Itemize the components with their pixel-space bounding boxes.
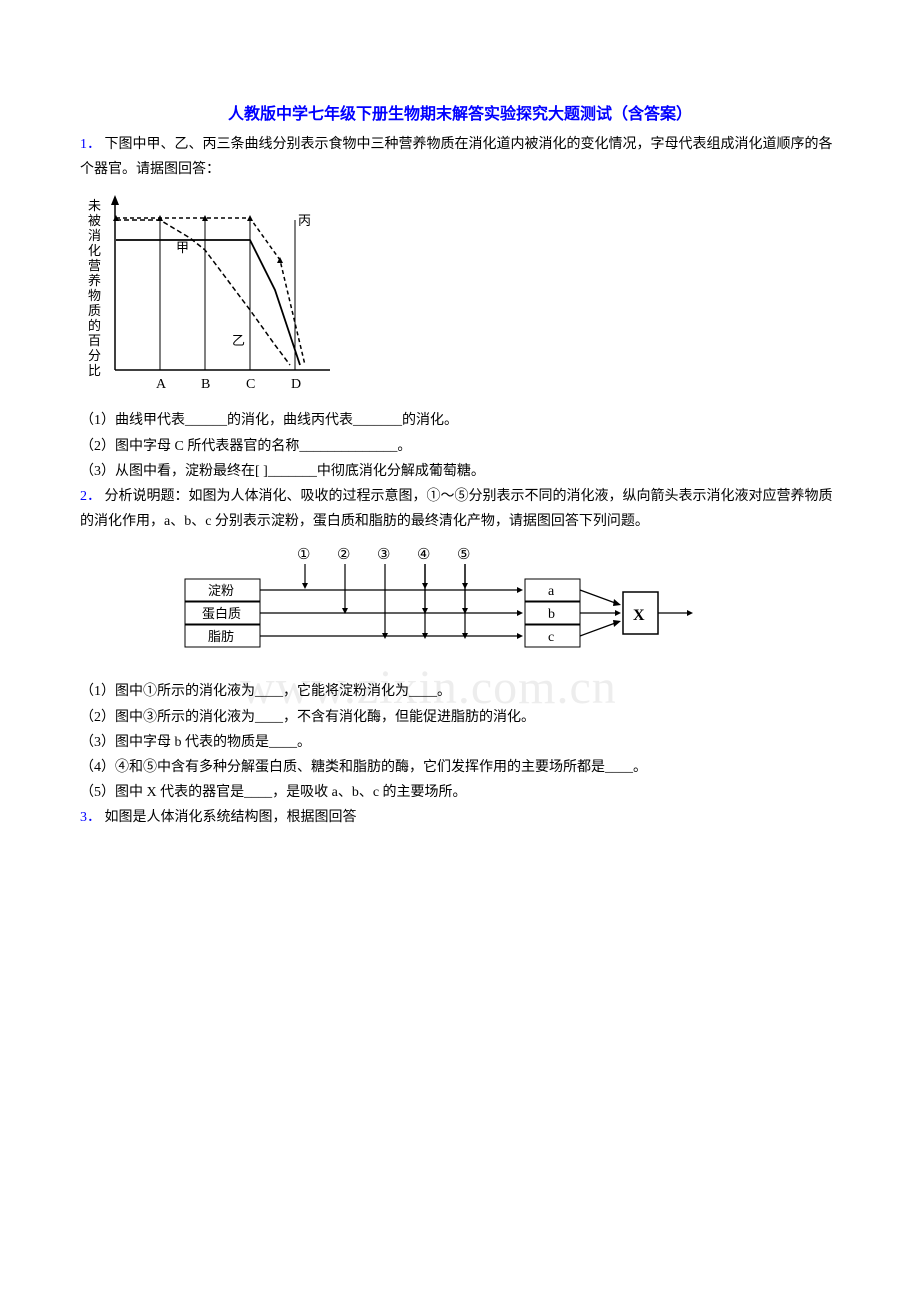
svg-text:④: ④ bbox=[417, 547, 430, 563]
q1-sub2: （2）图中字母 C 所代表器官的名称______________。 bbox=[80, 434, 840, 459]
svg-text:淀粉: 淀粉 bbox=[208, 583, 234, 598]
svg-text:消: 消 bbox=[88, 228, 101, 243]
q2-text: 分析说明题：如图为人体消化、吸收的过程示意图，①～⑤分别表示不同的消化液，纵向箭… bbox=[80, 489, 833, 529]
svg-text:③: ③ bbox=[377, 547, 390, 563]
svg-text:A: A bbox=[156, 377, 167, 392]
question-2: 2． 分析说明题：如图为人体消化、吸收的过程示意图，①～⑤分别表示不同的消化液，… bbox=[80, 484, 840, 534]
q2-number: 2． bbox=[80, 489, 101, 504]
page-title: 人教版中学七年级下册生物期末解答实验探究大题测试（含答案） bbox=[80, 100, 840, 124]
svg-text:①: ① bbox=[297, 547, 310, 563]
svg-text:营: 营 bbox=[88, 258, 101, 273]
q2-sub5: （5）图中 X 代表的器官是____，是吸收 a、b、c 的主要场所。 bbox=[80, 780, 840, 805]
svg-text:b: b bbox=[548, 607, 555, 622]
q1-chart: 未 被 消 化 营 养 物 质 的 百 分 比 A B C D 丙 甲 bbox=[80, 190, 840, 400]
svg-text:分: 分 bbox=[88, 348, 101, 363]
q1-text: 下图中甲、乙、丙三条曲线分别表示食物中三种营养物质在消化道内被消化的变化情况，字… bbox=[80, 137, 833, 177]
q1-sub1: （1）曲线甲代表______的消化，曲线丙代表_______的消化。 bbox=[80, 408, 840, 433]
svg-text:蛋白质: 蛋白质 bbox=[202, 606, 241, 621]
q3-text: 如图是人体消化系统结构图，根据图回答 bbox=[105, 810, 357, 825]
svg-text:②: ② bbox=[337, 547, 350, 563]
question-1: 1． 下图中甲、乙、丙三条曲线分别表示食物中三种营养物质在消化道内被消化的变化情… bbox=[80, 132, 840, 182]
q2-sub3: （3）图中字母 b 代表的物质是____。 bbox=[80, 730, 840, 755]
svg-text:C: C bbox=[246, 377, 255, 392]
svg-text:未: 未 bbox=[88, 198, 101, 213]
svg-text:的: 的 bbox=[88, 318, 101, 333]
svg-text:百: 百 bbox=[88, 333, 101, 348]
svg-text:脂肪: 脂肪 bbox=[208, 629, 234, 644]
q2-sub1: （1）图中①所示的消化液为____，它能将淀粉消化为____。 bbox=[80, 679, 840, 704]
svg-text:乙: 乙 bbox=[232, 333, 245, 348]
q1-sub3: （3）从图中看，淀粉最终在[ ]_______中彻底消化分解成葡萄糖。 bbox=[80, 459, 840, 484]
q2-sub4: （4）④和⑤中含有多种分解蛋白质、糖类和脂肪的酶，它们发挥作用的主要场所都是__… bbox=[80, 755, 840, 780]
svg-text:D: D bbox=[291, 377, 301, 392]
svg-text:⑤: ⑤ bbox=[457, 547, 470, 563]
svg-text:化: 化 bbox=[88, 243, 101, 258]
svg-text:a: a bbox=[548, 584, 555, 599]
svg-text:甲: 甲 bbox=[176, 240, 189, 255]
svg-text:丙: 丙 bbox=[298, 213, 311, 228]
svg-text:被: 被 bbox=[88, 213, 101, 228]
svg-text:B: B bbox=[201, 377, 210, 392]
q1-number: 1． bbox=[80, 137, 101, 152]
svg-text:物: 物 bbox=[88, 288, 101, 303]
q3-number: 3． bbox=[80, 810, 101, 825]
svg-text:X: X bbox=[633, 607, 645, 624]
question-3: 3． 如图是人体消化系统结构图，根据图回答 bbox=[80, 805, 840, 830]
svg-text:c: c bbox=[548, 630, 554, 645]
svg-text:比: 比 bbox=[88, 363, 101, 378]
svg-text:养: 养 bbox=[88, 273, 101, 288]
q2-sub2: （2）图中③所示的消化液为____，不含有消化酶，但能促进脂肪的消化。 bbox=[80, 705, 840, 730]
svg-text:质: 质 bbox=[88, 303, 101, 318]
q2-diagram: ① ② ③ ④ ⑤ 淀粉 蛋白质 脂肪 a b c bbox=[180, 544, 840, 669]
